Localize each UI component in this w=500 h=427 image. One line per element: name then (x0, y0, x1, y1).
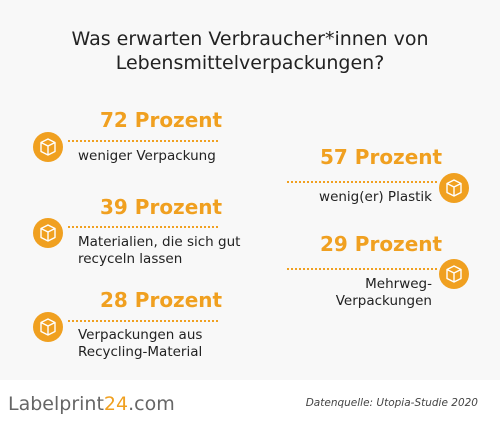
value-label: 57 Prozent (320, 145, 443, 169)
logo-text: .com (128, 393, 175, 415)
chart-title: Was erwarten Verbraucher*innen von Leben… (0, 27, 500, 75)
logo-text: print (59, 393, 104, 415)
description-line-2: Recycling-Material (78, 344, 203, 360)
title-line-1: Was erwarten Verbraucher*innen von (71, 28, 429, 50)
item-description: weniger Verpackung (78, 148, 216, 165)
description-line-1: Materialien, die sich gut (78, 234, 241, 250)
item-description: wenig(er) Plastik (300, 189, 432, 206)
description-line-2: Verpackungen (335, 293, 432, 309)
dotted-divider (68, 226, 218, 228)
labelprint24-logo: Labelprint24.com (8, 393, 175, 415)
value-label: 28 Prozent (100, 288, 223, 312)
infographic-card: Was erwarten Verbraucher*innen von Leben… (0, 27, 500, 361)
description-line-1: Verpackungen aus (78, 327, 203, 343)
package-box-icon (33, 312, 63, 342)
data-source: Datenquelle: Utopia-Studie 2020 (305, 397, 478, 409)
package-box-icon (33, 218, 63, 248)
title-line-2: Lebensmittelverpackungen? (115, 52, 385, 74)
description-line-1: weniger Verpackung (78, 148, 216, 164)
package-box-icon (33, 132, 63, 162)
package-box-icon (439, 173, 469, 203)
dotted-divider (287, 181, 437, 183)
item-description: Verpackungen aus Recycling-Material (78, 327, 202, 361)
dotted-divider (68, 320, 218, 322)
logo-text-accent: 24 (103, 393, 129, 415)
package-box-icon (439, 259, 469, 289)
dotted-divider (68, 140, 218, 142)
value-label: 39 Prozent (100, 195, 223, 219)
footer: Labelprint24.com Datenquelle: Utopia-Stu… (0, 380, 500, 427)
value-label: 29 Prozent (320, 232, 443, 256)
description-line-2: recyceln lassen (78, 251, 183, 267)
description-line-1: Mehrweg- (365, 276, 432, 292)
item-description: Materialien, die sich gut recyceln lasse… (78, 234, 240, 268)
dotted-divider (287, 268, 437, 270)
value-label: 72 Prozent (100, 108, 223, 132)
logo-text: Label (8, 393, 60, 415)
description-line-1: wenig(er) Plastik (319, 189, 432, 205)
item-description: Mehrweg- Verpackungen (300, 276, 432, 310)
